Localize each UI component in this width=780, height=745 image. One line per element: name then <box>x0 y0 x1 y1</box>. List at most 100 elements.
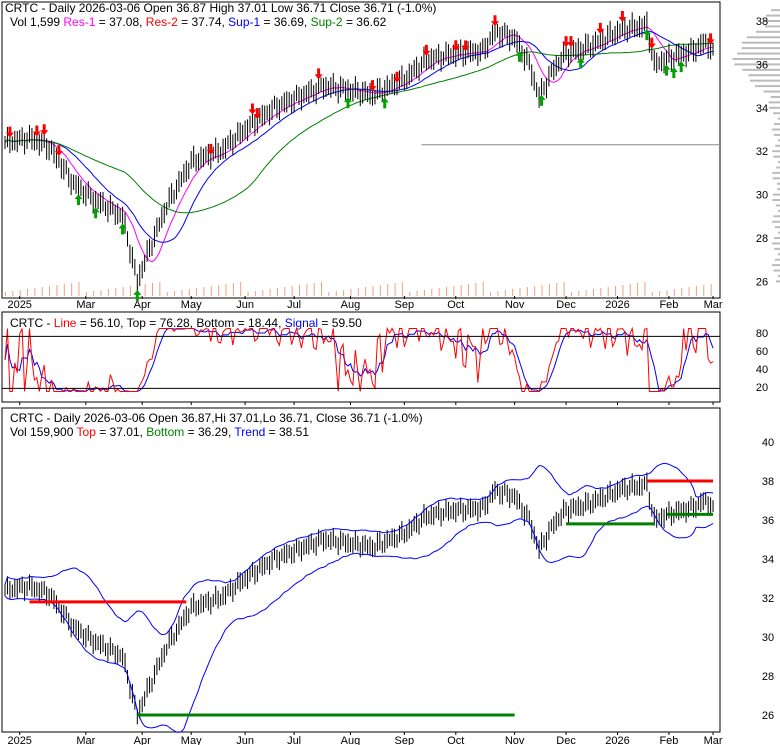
p1-xtick: Aug <box>341 299 361 311</box>
volume-profile-bar <box>773 215 780 218</box>
volume-bar <box>615 286 617 296</box>
volume-bar <box>122 287 124 296</box>
panel3-legend: Vol 159,900 Top = 37.01, Bottom = 36.29,… <box>10 425 309 439</box>
p2-ytick: 80 <box>756 328 768 340</box>
volume-bar <box>85 292 87 296</box>
volume-bar <box>247 292 249 296</box>
volume-profile-bar <box>778 274 780 277</box>
p3-xtick: Mar <box>76 735 95 745</box>
volume-bar <box>644 282 646 296</box>
volume-profile-bar <box>734 63 780 66</box>
down-arrow-icon <box>566 36 575 48</box>
p1-xtick: Nov <box>505 299 525 311</box>
p3-xtick: Jun <box>236 735 254 745</box>
p3-ytick: 34 <box>762 554 774 566</box>
volume-bar <box>695 286 697 296</box>
p1-xtick: Feb <box>659 299 678 311</box>
volume-bar <box>629 284 631 296</box>
up-arrow-icon <box>537 94 546 106</box>
down-arrow-icon <box>562 36 571 48</box>
volume-profile-bar <box>769 106 780 109</box>
volume-bar <box>262 290 264 296</box>
p1-xtick: Mar <box>704 299 723 311</box>
volume-bar <box>482 282 484 296</box>
volume-bar <box>49 286 51 296</box>
sup2-line <box>4 42 714 214</box>
volume-bar <box>423 290 425 296</box>
volume-profile-bar <box>777 188 780 191</box>
volume-profile-bar <box>741 47 780 50</box>
p3-ytick: 36 <box>762 515 774 527</box>
volume-profile-bar <box>778 117 780 120</box>
volume-profile-bar <box>772 177 780 180</box>
volume-bar <box>431 289 433 296</box>
volume-bar <box>299 285 300 296</box>
volume-profile-bar <box>772 264 780 267</box>
down-arrow-icon <box>461 40 470 52</box>
volume-profile-bar <box>775 280 780 283</box>
volume-bar <box>19 290 21 296</box>
p3-xtick: Jul <box>287 735 301 745</box>
volume-bar <box>71 283 73 296</box>
volume-profile-bar <box>764 20 780 22</box>
p1-xtick: Mar <box>76 299 95 311</box>
volume-bar <box>468 284 470 296</box>
p3-xtick: Apr <box>134 735 151 745</box>
volume-profile-bar <box>741 41 780 44</box>
down-arrow-icon <box>491 15 499 27</box>
volume-bar <box>446 287 447 296</box>
volume-profile-bar <box>778 253 780 256</box>
p3-xtick: Sep <box>395 735 415 745</box>
volume-bar <box>681 288 683 296</box>
volume-profile-bar <box>772 171 780 174</box>
volume-bar <box>313 283 315 296</box>
down-arrow-icon <box>40 124 49 136</box>
volume-bar <box>387 284 389 296</box>
volume-bar <box>34 288 36 296</box>
volume-bar <box>129 286 131 296</box>
volume-profile-bar <box>778 209 780 212</box>
volume-bar <box>306 284 308 296</box>
volume-profile-bar <box>742 68 780 71</box>
panel1-title: CRTC - Daily 2026-03-06 Open 36.87 High … <box>5 1 436 15</box>
down-arrow-icon <box>32 125 41 137</box>
p1-xtick: 2025 <box>7 299 31 311</box>
p1-ytick: 32 <box>756 146 768 158</box>
volume-bar <box>357 288 359 296</box>
volume-bar <box>703 285 705 296</box>
volume-profile-bar <box>778 139 780 142</box>
volume-bar <box>218 285 220 296</box>
volume-bar <box>27 289 29 296</box>
volume-bar <box>512 289 514 296</box>
down-arrow-icon <box>314 68 323 80</box>
volume-bar <box>343 290 345 296</box>
oscillator-line <box>4 326 714 393</box>
p3-xtick: 2026 <box>605 735 629 745</box>
up-arrow-icon <box>118 223 127 235</box>
p1-xtick: Jul <box>287 299 301 311</box>
volume-profile-bar <box>748 74 780 77</box>
volume-profile-bar <box>772 242 780 245</box>
volume-bar <box>490 292 492 296</box>
volume-bar <box>578 291 580 296</box>
p2-ytick: 20 <box>756 382 768 394</box>
p1-xtick: Sep <box>395 299 415 311</box>
volume-bar <box>401 282 403 296</box>
volume-bar <box>710 284 712 296</box>
p1-xtick: Oct <box>447 299 464 311</box>
volume-bar <box>673 289 675 296</box>
volume-profile-bar <box>768 101 780 104</box>
volume-bar <box>548 284 550 296</box>
p1-xtick: May <box>181 299 202 311</box>
volume-bar <box>570 292 572 296</box>
volume-bar <box>152 283 153 296</box>
p1-xtick: 2026 <box>605 299 629 311</box>
volume-profile-bar <box>774 258 780 261</box>
p3-ytick: 38 <box>762 476 774 488</box>
upper-band <box>4 462 714 636</box>
volume-profile-bar <box>771 9 780 12</box>
volume-bar <box>144 284 146 296</box>
volume-bar <box>41 287 43 296</box>
p3-xtick: Dec <box>556 735 576 745</box>
